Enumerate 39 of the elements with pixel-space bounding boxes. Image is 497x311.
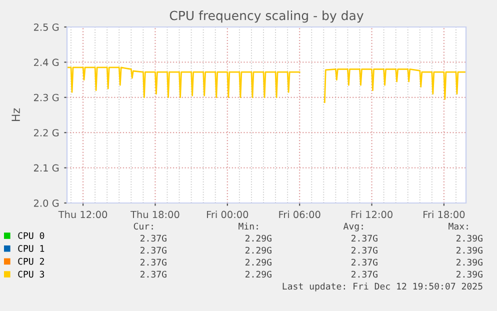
text: 2.39G: [456, 258, 482, 266]
x-tick-label: Thu 18:00: [130, 210, 180, 218]
text: 2.37G: [351, 246, 378, 254]
text: 2.29G: [245, 234, 272, 242]
text: 2.37G: [351, 270, 378, 278]
text: 2.29G: [245, 258, 272, 266]
x-tick-label: Fri 00:00: [207, 210, 248, 218]
text: Min:: [238, 222, 258, 230]
text: 2.39G: [456, 246, 482, 254]
text: 2.37G: [140, 234, 166, 242]
x-tick-label: Thu 12:00: [58, 210, 108, 218]
x-tick-label: Fri 18:00: [424, 210, 465, 218]
y-tick-label: 2.1 G: [34, 164, 59, 172]
text: 2.37G: [140, 270, 166, 278]
legend-label: CPU 3: [18, 270, 44, 278]
y-tick-label: 2.2 G: [34, 129, 59, 136]
y-tick-label: 2.5 G: [34, 23, 59, 31]
text: 2.39G: [456, 270, 482, 278]
x-tick-label: Fri 06:00: [279, 210, 320, 218]
text: Max:: [448, 222, 468, 230]
legend-label: CPU 1: [18, 245, 44, 252]
text: 2.39G: [456, 234, 482, 242]
text: Last update: Fri Dec 12 19:50:07 2025: [282, 282, 482, 292]
y-tick-label: 2.3 G: [34, 94, 59, 102]
text: 2.37G: [140, 246, 166, 254]
text: Avg:: [343, 222, 363, 232]
legend-label: CPU 2: [18, 258, 44, 265]
y-tick-label: 2.4 G: [34, 58, 59, 66]
y-tick-label: 2.0 G: [34, 199, 59, 207]
x-tick-label: Fri 12:00: [351, 210, 392, 218]
text: 2.37G: [351, 234, 378, 242]
text: 2.29G: [245, 270, 272, 278]
text: 2.29G: [245, 246, 272, 254]
legend-label: CPU 0: [18, 232, 44, 240]
text: 2.37G: [140, 258, 166, 266]
text: Cur:: [134, 222, 153, 230]
chart-title: CPU frequency scaling - by day: [170, 10, 364, 23]
text: 2.37G: [351, 258, 378, 266]
y-axis-title: Hz: [12, 108, 20, 122]
